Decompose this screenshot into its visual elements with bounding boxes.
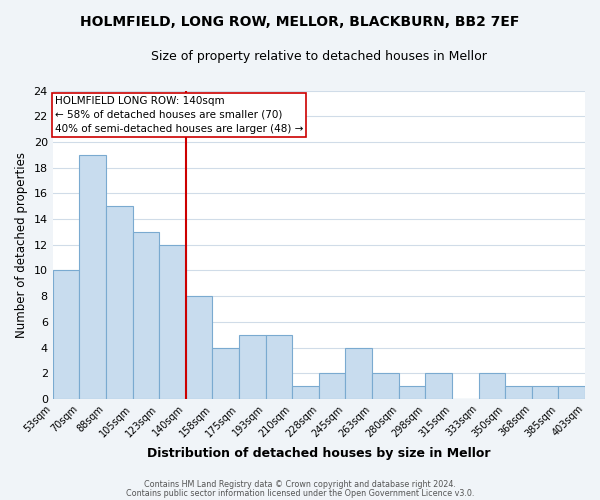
Y-axis label: Number of detached properties: Number of detached properties — [15, 152, 28, 338]
Bar — [532, 386, 559, 399]
Bar — [319, 373, 346, 399]
Bar — [425, 373, 452, 399]
Bar — [479, 373, 505, 399]
Bar — [559, 386, 585, 399]
Bar — [133, 232, 159, 399]
X-axis label: Distribution of detached houses by size in Mellor: Distribution of detached houses by size … — [147, 447, 491, 460]
Bar — [398, 386, 425, 399]
Bar — [159, 244, 186, 399]
Bar — [505, 386, 532, 399]
Bar — [372, 373, 398, 399]
Bar — [292, 386, 319, 399]
Bar — [186, 296, 212, 399]
Bar — [79, 155, 106, 399]
Title: Size of property relative to detached houses in Mellor: Size of property relative to detached ho… — [151, 50, 487, 63]
Bar — [346, 348, 372, 399]
Text: HOLMFIELD LONG ROW: 140sqm
← 58% of detached houses are smaller (70)
40% of semi: HOLMFIELD LONG ROW: 140sqm ← 58% of deta… — [55, 96, 303, 134]
Text: Contains HM Land Registry data © Crown copyright and database right 2024.: Contains HM Land Registry data © Crown c… — [144, 480, 456, 489]
Bar — [106, 206, 133, 399]
Text: Contains public sector information licensed under the Open Government Licence v3: Contains public sector information licen… — [126, 488, 474, 498]
Bar — [239, 334, 266, 399]
Text: HOLMFIELD, LONG ROW, MELLOR, BLACKBURN, BB2 7EF: HOLMFIELD, LONG ROW, MELLOR, BLACKBURN, … — [80, 15, 520, 29]
Bar — [53, 270, 79, 399]
Bar — [212, 348, 239, 399]
Bar — [266, 334, 292, 399]
